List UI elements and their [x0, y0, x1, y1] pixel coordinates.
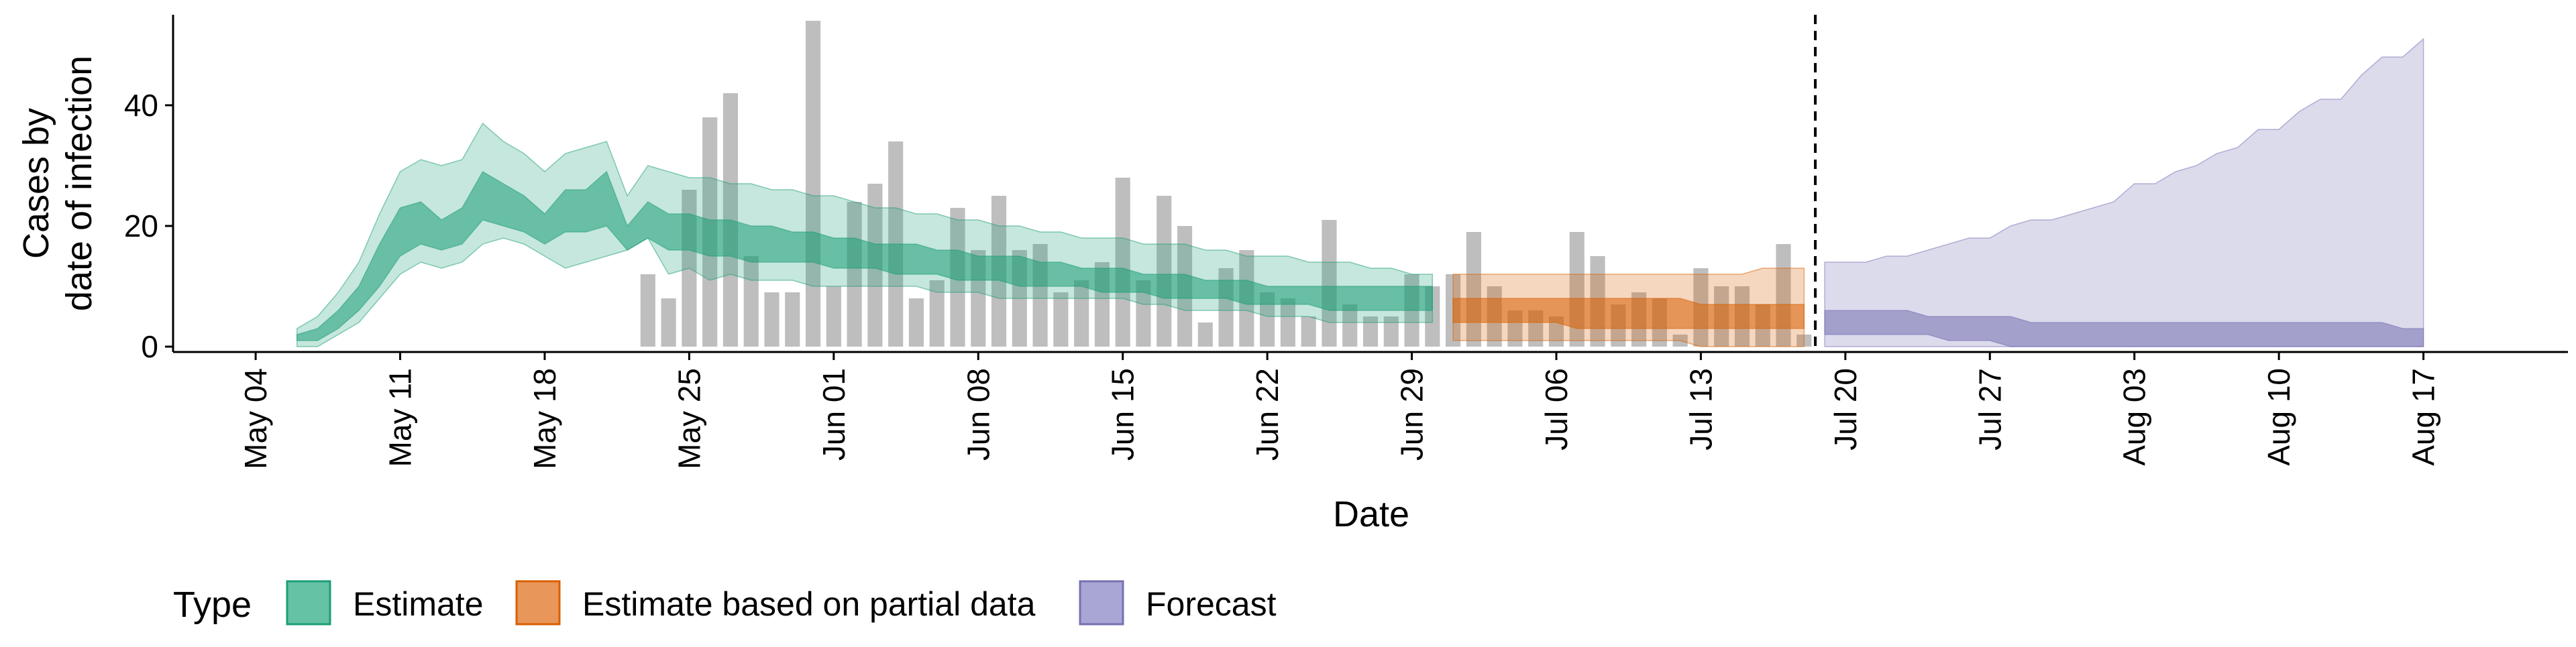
reported-cases-bar: [1136, 280, 1151, 347]
legend-swatch: [286, 580, 331, 626]
reported-cases-bar: [1197, 322, 1213, 347]
legend-title: Type: [173, 585, 252, 625]
y-axis-title-line-2: date of infection: [59, 56, 99, 311]
reported-cases-bar: [1301, 316, 1316, 347]
reported-cases-bar: [785, 292, 800, 347]
legend-label: Estimate based on partial data: [582, 585, 1036, 623]
y-tick-label: 40: [124, 88, 158, 123]
x-tick-label: Jun 22: [1250, 368, 1285, 461]
legend-label: Forecast: [1146, 585, 1277, 623]
legend: Type Estimate Estimate based on partial d…: [173, 580, 1277, 626]
reported-cases-bar: [929, 280, 945, 347]
x-tick-label: May 04: [238, 368, 273, 469]
y-axis-title-line-1: Cases by: [16, 108, 56, 259]
reported-cases-bar: [1053, 292, 1069, 347]
x-tick-label: Jun 08: [961, 368, 996, 461]
x-tick-label: Jul 27: [1972, 368, 2007, 451]
x-tick-label: Jun 01: [816, 368, 851, 461]
x-tick-label: May 18: [527, 368, 562, 469]
x-axis-ticks: May 04 May 11 May 18 May 25 Jun 01 Jun 08 Jun …: [238, 352, 2441, 469]
legend-swatch: [515, 580, 561, 626]
reported-cases-bar: [908, 298, 924, 347]
x-tick-label: Aug 10: [2261, 368, 2296, 466]
x-tick-label: Jul 13: [1683, 368, 1718, 451]
reported-cases-bar: [1362, 316, 1379, 347]
x-tick-label: Aug 03: [2117, 368, 2152, 466]
reported-cases-bar: [805, 21, 821, 347]
reported-cases-bar: [1157, 196, 1172, 347]
x-tick-label: Jul 06: [1539, 368, 1574, 451]
x-axis-title: Date: [1333, 494, 1409, 534]
estimate-ci50-band: [296, 170, 1434, 341]
x-tick-label: Jun 29: [1395, 368, 1430, 461]
x-tick-label: May 11: [383, 368, 418, 467]
axes: [172, 15, 2568, 353]
reported-cases-bar: [826, 286, 841, 347]
x-tick-label: May 25: [672, 368, 706, 469]
reported-cases-bar: [1115, 178, 1130, 347]
y-tick-label: 0: [141, 329, 158, 364]
reported-cases-bar: [1074, 280, 1089, 347]
reported-cases-bar: [1342, 304, 1358, 347]
reported-cases-bar: [1322, 220, 1337, 347]
forecast-ci50-band: [1824, 310, 2424, 347]
reported-cases-bar: [640, 274, 655, 347]
reported-cases-bar: [661, 298, 676, 347]
reported-cases-bar: [1260, 292, 1275, 347]
x-tick-label: Aug 17: [2406, 368, 2441, 466]
estimate-bands: [296, 38, 2424, 347]
x-tick-label: Jun 15: [1106, 368, 1140, 461]
reported-cases-bar: [1280, 298, 1295, 347]
legend-label: Estimate: [353, 585, 484, 623]
reported-cases-bar: [1383, 316, 1399, 347]
forecast-ci90-band: [1824, 38, 2424, 347]
reported-cases-bar: [764, 292, 780, 347]
y-tick-label: 20: [124, 209, 158, 243]
x-tick-label: Jul 20: [1828, 368, 1863, 451]
legend-swatch: [1079, 580, 1124, 626]
estimate-based-on-partial-data-ci50-band: [1452, 298, 1805, 329]
y-axis-ticks: 0 20 40: [124, 88, 173, 364]
